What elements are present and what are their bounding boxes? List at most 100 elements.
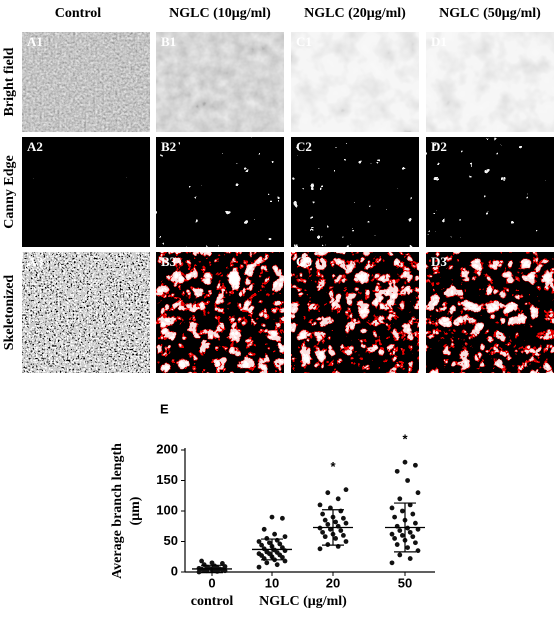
micrograph (426, 32, 554, 132)
micrograph (291, 137, 419, 247)
data-point (256, 539, 262, 544)
micrograph (22, 137, 150, 247)
data-point (343, 520, 349, 526)
data-point (341, 515, 346, 521)
data-point (220, 561, 225, 566)
x-axis-label: NGLC (μg/ml) (259, 594, 347, 609)
significance-mark: * (330, 459, 336, 474)
data-point (341, 533, 346, 538)
data-point (402, 459, 408, 465)
data-point (317, 502, 323, 508)
panel-label: C2 (296, 139, 312, 154)
data-point (322, 517, 328, 523)
panel-label: D1 (431, 34, 447, 49)
data-point (325, 490, 331, 496)
data-point (282, 558, 288, 564)
y-tick-label: 50 (164, 533, 178, 548)
panel-label: A3 (27, 254, 43, 269)
data-point (397, 528, 403, 533)
error-bar (261, 538, 283, 561)
data-point (335, 496, 341, 502)
data-point (413, 540, 418, 546)
column-header: NGLC (20μg/ml) (304, 6, 406, 21)
data-point (328, 505, 333, 511)
data-point (264, 560, 270, 566)
error-bar (322, 509, 344, 546)
row-label: Skeletonized (2, 275, 17, 351)
data-point (267, 540, 272, 546)
data-point (400, 508, 405, 514)
error-bar (201, 564, 223, 574)
data-point (415, 548, 421, 554)
panel-label: E (160, 401, 169, 416)
micrograph (426, 252, 554, 373)
x-axis-label: control (191, 594, 234, 609)
data-point (343, 539, 349, 544)
data-point (209, 560, 215, 566)
data-point (320, 511, 325, 517)
data-point (325, 542, 331, 547)
data-point (317, 546, 323, 552)
micrograph (156, 32, 284, 132)
data-point (410, 534, 416, 540)
data-point (333, 536, 338, 541)
data-point (405, 478, 410, 483)
panel-label: C1 (296, 34, 312, 49)
data-point (259, 542, 264, 548)
data-point (333, 519, 338, 525)
data-point (407, 556, 413, 561)
data-point (320, 529, 325, 535)
panel-label: D3 (431, 254, 447, 269)
data-point (199, 558, 205, 564)
data-point (264, 536, 270, 541)
data-point (392, 514, 397, 520)
micrograph (426, 137, 554, 247)
data-point (261, 526, 267, 532)
x-tick-label: 50 (398, 575, 412, 590)
data-point (277, 541, 283, 547)
micrograph (22, 252, 150, 373)
y-tick-label: 100 (156, 502, 178, 517)
error-bar (394, 502, 416, 553)
data-point (338, 528, 344, 533)
data-point (397, 496, 403, 502)
y-axis-label: (μm) (128, 496, 143, 525)
micrograph (22, 32, 150, 132)
micrograph (291, 32, 419, 132)
data-point (274, 562, 280, 568)
column-header: Control (55, 6, 102, 21)
row-label: Canny Edge (2, 155, 17, 229)
data-point (410, 511, 416, 517)
panel-label: A2 (27, 139, 43, 154)
row-label: Bright field (2, 47, 17, 116)
x-tick-label: 20 (326, 575, 340, 590)
data-point (325, 522, 331, 527)
panel-label: D2 (431, 139, 447, 154)
y-tick-label: 200 (156, 441, 178, 456)
data-point (272, 531, 277, 537)
panel-label: C3 (296, 254, 312, 269)
significance-mark: * (402, 432, 408, 447)
data-point (343, 487, 349, 493)
column-header: NGLC (50μg/ml) (439, 6, 541, 21)
data-point (407, 502, 413, 508)
x-tick-label: 0 (208, 575, 215, 590)
panel-label: B1 (161, 34, 176, 49)
y-tick-label: 150 (156, 472, 178, 487)
data-point (413, 520, 418, 526)
data-point (269, 514, 275, 520)
panel-label: A1 (27, 34, 43, 49)
data-point (392, 536, 397, 541)
data-point (256, 551, 262, 557)
data-point (389, 531, 395, 537)
data-point (397, 552, 403, 558)
y-axis-label: Average branch length (110, 443, 125, 579)
panel-label: B2 (161, 139, 176, 154)
data-point (400, 533, 405, 538)
data-point (407, 529, 413, 535)
y-tick-label: 0 (171, 563, 178, 578)
data-point (389, 560, 395, 566)
data-point (394, 468, 400, 474)
panel-label: B3 (161, 254, 177, 269)
